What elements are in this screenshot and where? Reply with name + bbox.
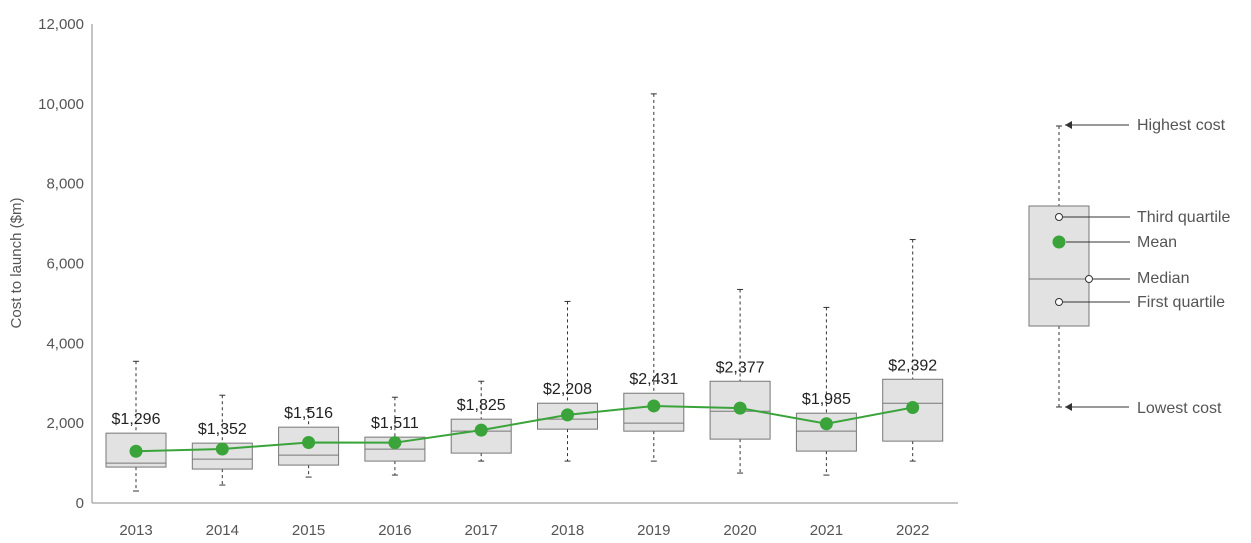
legend-lowest-arrow-head (1065, 403, 1072, 411)
mean-series: $1,296 $1,352 $1,516 $1,511 $1,825 $2,208 $2,4… (112, 357, 937, 458)
y-tick-label: 2,000 (46, 415, 84, 432)
mean-line (135, 404, 913, 453)
legend: Highest cost Third quartile Mean Median … (1028, 117, 1230, 417)
mean-point (906, 401, 920, 415)
y-tick-label: 10,000 (38, 96, 84, 113)
mean-data-label: $1,825 (457, 397, 506, 414)
mean-point (129, 444, 143, 458)
legend-lowest-label: Lowest cost (1137, 400, 1222, 417)
mean-point (561, 408, 574, 422)
mean-data-label: $1,296 (112, 411, 161, 428)
mean-data-label: $2,392 (888, 357, 937, 374)
x-tick-label: 2020 (723, 522, 756, 539)
mean-data-label: $2,431 (629, 371, 678, 388)
x-tick-label: 2022 (896, 522, 929, 539)
mean-point (388, 436, 402, 450)
y-tick-label: 8,000 (46, 176, 84, 193)
legend-median-label: Median (1137, 270, 1189, 287)
legend-first-quartile-label: First quartile (1137, 294, 1225, 311)
legend-median-marker (1085, 275, 1093, 283)
legend-third-quartile-label: Third quartile (1137, 209, 1230, 226)
x-tick-label: 2014 (206, 522, 239, 539)
x-tick-label: 2019 (637, 522, 670, 539)
legend-mean-label: Mean (1137, 234, 1177, 251)
y-tick-label: 0 (76, 495, 84, 512)
mean-data-label: $2,377 (716, 359, 765, 376)
mean-data-label: $1,511 (371, 415, 419, 432)
mean-point (819, 417, 833, 431)
mean-data-label: $1,352 (198, 421, 247, 438)
x-tick-label: 2017 (465, 522, 498, 539)
mean-point (302, 435, 316, 449)
legend-mean-point (1052, 235, 1066, 249)
mean-point (474, 423, 488, 437)
y-tick-label: 6,000 (46, 256, 84, 273)
y-tick-label: 12,000 (38, 16, 84, 33)
legend-box (1028, 205, 1090, 327)
axes: 0 2,000 4,000 6,000 8,000 10,000 12,000 2013 201… (38, 16, 958, 539)
mean-point (647, 399, 661, 413)
legend-q1-marker (1055, 298, 1063, 306)
legend-highest-arrow-head (1065, 121, 1072, 129)
x-tick-label: 2021 (810, 522, 843, 539)
x-tick-label: 2015 (292, 522, 325, 539)
y-axis-label: Cost to launch ($m) (8, 198, 25, 329)
legend-q3-marker (1055, 213, 1063, 221)
x-tick-label: 2018 (551, 522, 584, 539)
x-tick-label: 2013 (119, 522, 152, 539)
mean-point (733, 401, 747, 415)
legend-highest-label: Highest cost (1137, 117, 1226, 134)
mean-point (215, 442, 229, 456)
y-tick-label: 4,000 (46, 335, 84, 352)
mean-data-label: $2,208 (543, 381, 592, 398)
mean-data-label: $1,985 (802, 391, 851, 408)
mean-data-label: $1,516 (284, 405, 333, 422)
x-tick-label: 2016 (378, 522, 411, 539)
